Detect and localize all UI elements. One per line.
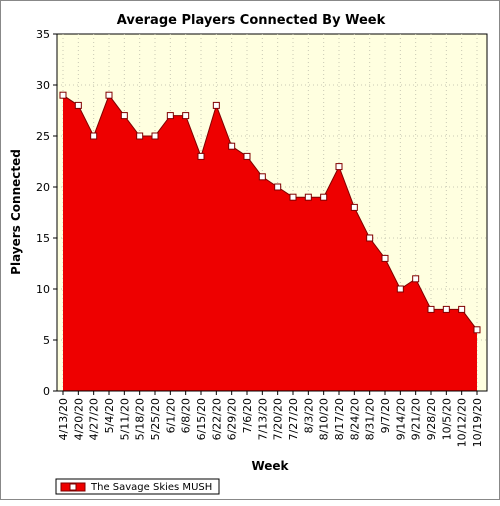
data-point-marker — [120, 112, 128, 120]
data-point-marker — [366, 234, 374, 242]
data-point-marker — [335, 163, 343, 171]
x-tick-label: 7/20/20 — [272, 398, 285, 440]
y-tick-label: 15 — [36, 232, 50, 245]
data-point-marker — [136, 132, 144, 140]
data-point-marker — [381, 254, 389, 262]
data-point-marker — [396, 285, 404, 293]
x-tick-label: 8/31/20 — [364, 398, 377, 440]
data-point-marker — [74, 101, 82, 109]
data-point-marker — [442, 305, 450, 313]
x-tick-label: 8/10/20 — [318, 398, 331, 440]
x-tick-label: 5/18/20 — [134, 398, 147, 440]
series-markers — [59, 91, 481, 334]
data-point-marker — [228, 142, 236, 150]
legend-box — [55, 478, 220, 495]
data-point-marker — [212, 101, 220, 109]
chart-title: Average Players Connected By Week — [117, 13, 386, 28]
x-tick-label: 9/21/20 — [410, 398, 423, 440]
y-tick-label: 10 — [36, 283, 50, 296]
data-point-marker — [350, 203, 358, 211]
data-point-marker — [458, 305, 466, 313]
x-tick-label: 10/12/20 — [456, 398, 469, 447]
data-point-marker — [289, 193, 297, 201]
x-tick-label: 6/15/20 — [195, 398, 208, 440]
area-series-line — [62, 94, 478, 331]
data-point-marker — [243, 152, 251, 160]
x-tick-label: 8/3/20 — [302, 398, 315, 433]
y-tick-label: 35 — [36, 28, 50, 41]
x-axis-label: Week — [251, 459, 289, 473]
x-tick-label: 7/13/20 — [256, 398, 269, 440]
area-series-fill — [63, 95, 477, 391]
data-point-marker — [473, 326, 481, 334]
x-tick-label: 4/20/20 — [72, 398, 85, 440]
data-point-marker — [320, 193, 328, 201]
x-tick-label: 8/17/20 — [333, 398, 346, 440]
y-axis-ticks: 0 5 10 15 20 25 30 35 — [36, 28, 57, 398]
data-point-marker — [412, 275, 420, 283]
x-tick-label: 10/5/20 — [440, 398, 453, 440]
y-axis-label: Players Connected — [9, 149, 23, 275]
data-point-marker — [105, 91, 113, 99]
x-tick-label: 6/1/20 — [164, 398, 177, 433]
x-tick-label: 10/19/20 — [471, 398, 484, 447]
x-tick-label: 5/4/20 — [103, 398, 116, 433]
legend-marker — [69, 483, 77, 491]
data-point-marker — [427, 305, 435, 313]
data-point-marker — [90, 132, 98, 140]
legend: The Savage Skies MUSH — [55, 478, 220, 495]
data-point-marker — [182, 112, 190, 120]
x-axis-ticks: 4/13/20 4/20/20 4/27/20 5/4/20 5/11/20 5/18/2… — [57, 391, 484, 447]
y-tick-label: 25 — [36, 130, 50, 143]
x-tick-label: 4/13/20 — [57, 398, 70, 440]
y-tick-label: 5 — [43, 334, 50, 347]
x-tick-label: 9/28/20 — [425, 398, 438, 440]
y-tick-label: 0 — [43, 385, 50, 398]
x-tick-label: 4/27/20 — [88, 398, 101, 440]
legend-label: The Savage Skies MUSH — [90, 482, 212, 493]
x-tick-label: 6/22/20 — [210, 398, 223, 440]
y-tick-label: 20 — [36, 181, 50, 194]
data-point-marker — [258, 173, 266, 181]
x-tick-label: 9/7/20 — [379, 398, 392, 433]
y-tick-label: 30 — [36, 79, 50, 92]
x-tick-label: 6/8/20 — [180, 398, 193, 433]
data-point-marker — [151, 132, 159, 140]
x-tick-label: 9/14/20 — [394, 398, 407, 440]
data-point-marker — [59, 91, 67, 99]
x-tick-label: 5/25/20 — [149, 398, 162, 440]
x-tick-label: 7/6/20 — [241, 398, 254, 433]
x-tick-label: 6/29/20 — [226, 398, 239, 440]
data-point-marker — [304, 193, 312, 201]
data-point-marker — [274, 183, 282, 191]
data-point-marker — [197, 152, 205, 160]
x-tick-label: 7/27/20 — [287, 398, 300, 440]
x-tick-label: 8/24/20 — [348, 398, 361, 440]
data-point-marker — [166, 112, 174, 120]
x-tick-label: 5/11/20 — [118, 398, 131, 440]
